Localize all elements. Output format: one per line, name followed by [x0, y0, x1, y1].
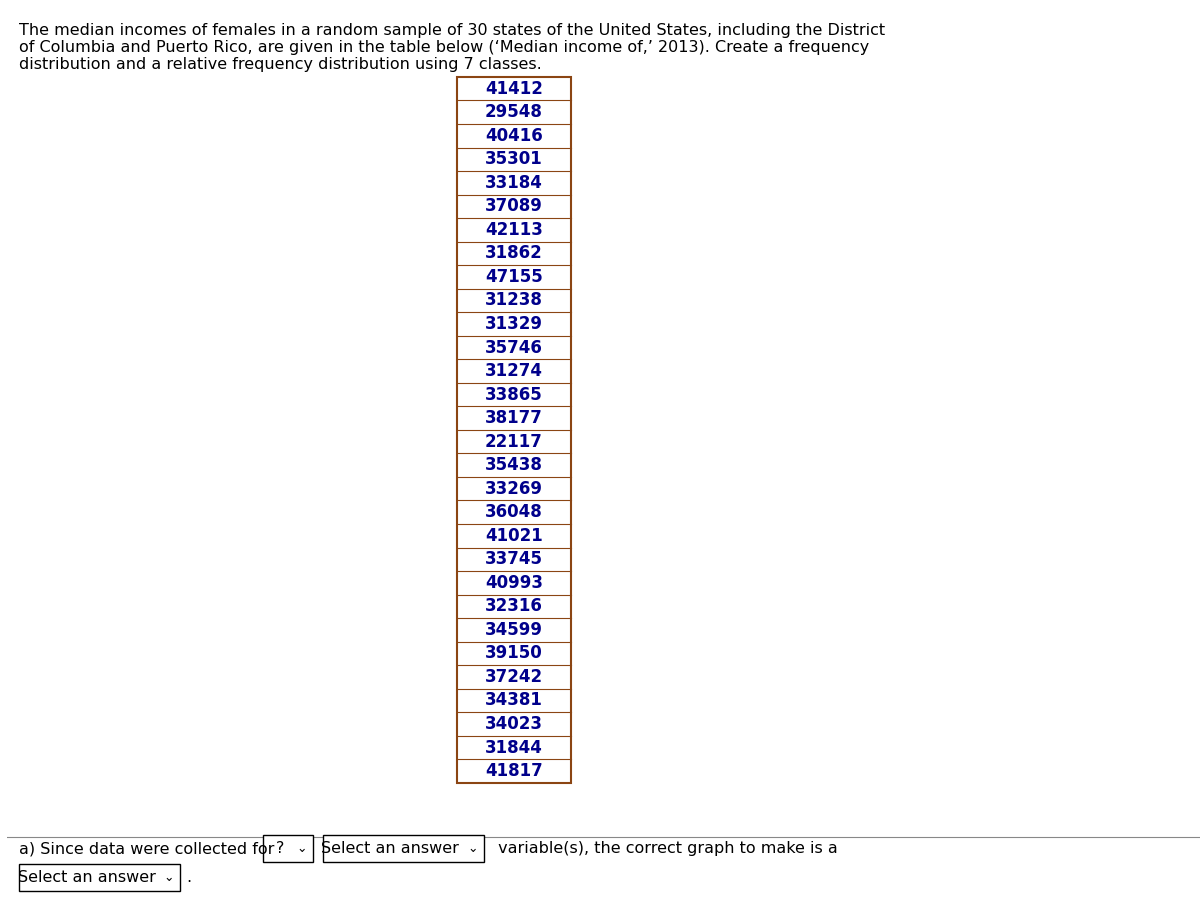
FancyBboxPatch shape: [19, 864, 180, 891]
Text: a) Since data were collected for: a) Since data were collected for: [19, 842, 280, 856]
Text: 35301: 35301: [485, 150, 542, 168]
Text: 37089: 37089: [485, 197, 542, 215]
Text: 42113: 42113: [485, 221, 542, 239]
Text: 32316: 32316: [485, 597, 542, 615]
Text: 31862: 31862: [485, 244, 542, 262]
FancyBboxPatch shape: [263, 835, 313, 862]
Text: ⌄: ⌄: [467, 843, 478, 855]
Text: ⌄: ⌄: [296, 843, 307, 855]
Text: 41817: 41817: [485, 762, 542, 780]
Text: 33745: 33745: [485, 550, 542, 568]
Text: 34381: 34381: [485, 691, 542, 710]
Text: 31329: 31329: [485, 315, 542, 333]
Text: 33865: 33865: [485, 386, 542, 404]
Text: 29548: 29548: [485, 103, 542, 121]
Text: 22117: 22117: [485, 433, 542, 451]
Text: 47155: 47155: [485, 268, 542, 286]
Text: 35438: 35438: [485, 456, 542, 474]
FancyBboxPatch shape: [323, 835, 484, 862]
Text: 33184: 33184: [485, 174, 542, 192]
Text: 31844: 31844: [485, 738, 542, 757]
Text: variable(s), the correct graph to make is a: variable(s), the correct graph to make i…: [493, 842, 838, 856]
Text: 34599: 34599: [485, 621, 542, 639]
Text: 40993: 40993: [485, 574, 542, 592]
Text: 31274: 31274: [485, 362, 542, 380]
Text: 41412: 41412: [485, 80, 542, 98]
Text: 35746: 35746: [485, 338, 542, 357]
Text: 37242: 37242: [485, 668, 544, 686]
Text: .: .: [186, 871, 191, 885]
Text: 34023: 34023: [485, 715, 542, 733]
Text: 33269: 33269: [485, 480, 542, 498]
Text: 39150: 39150: [485, 644, 542, 662]
Text: The median incomes of females in a random sample of 30 states of the United Stat: The median incomes of females in a rando…: [19, 23, 884, 72]
Text: Select an answer: Select an answer: [322, 842, 460, 856]
Text: 41021: 41021: [485, 527, 542, 545]
Text: 36048: 36048: [485, 503, 542, 521]
Text: 31238: 31238: [485, 291, 542, 310]
Text: ⌄: ⌄: [163, 872, 174, 884]
Text: Select an answer: Select an answer: [18, 871, 156, 885]
Text: ?: ?: [276, 842, 284, 856]
Text: 38177: 38177: [485, 409, 542, 427]
FancyBboxPatch shape: [457, 77, 571, 783]
Text: 40416: 40416: [485, 127, 542, 145]
